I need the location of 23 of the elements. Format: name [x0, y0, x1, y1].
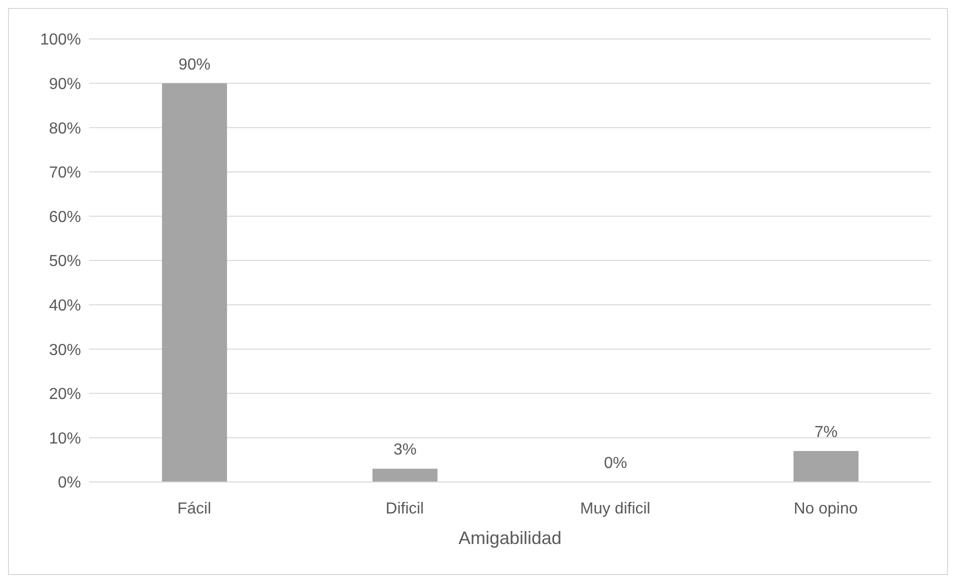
bar [794, 450, 858, 482]
x-tick-label: Fácil [177, 500, 212, 518]
y-tick-label: 50% [48, 253, 81, 270]
y-tick-label: 0% [58, 474, 81, 492]
data-label: 0% [604, 455, 628, 472]
y-tick-label: 90% [48, 76, 81, 93]
x-tick-label: No opino [794, 500, 858, 518]
x-tick-label: Muy dificil [580, 500, 650, 518]
y-tick-label: 40% [48, 297, 81, 314]
data-label: 90% [178, 56, 211, 74]
y-tick-label: 10% [48, 430, 81, 448]
x-axis-title: Amigabilidad [458, 528, 562, 548]
x-tick-label: Dificil [386, 500, 424, 518]
y-tick-label: 60% [48, 208, 81, 226]
y-tick-label: 100% [40, 32, 81, 49]
y-tick-label: 30% [48, 342, 81, 359]
y-tick-label: 20% [48, 386, 81, 404]
y-tick-label: 80% [48, 120, 81, 138]
y-tick-label: 70% [48, 164, 81, 182]
bar [372, 468, 438, 482]
bar [162, 83, 227, 482]
data-label: 3% [393, 442, 417, 459]
data-label: 7% [814, 424, 838, 441]
